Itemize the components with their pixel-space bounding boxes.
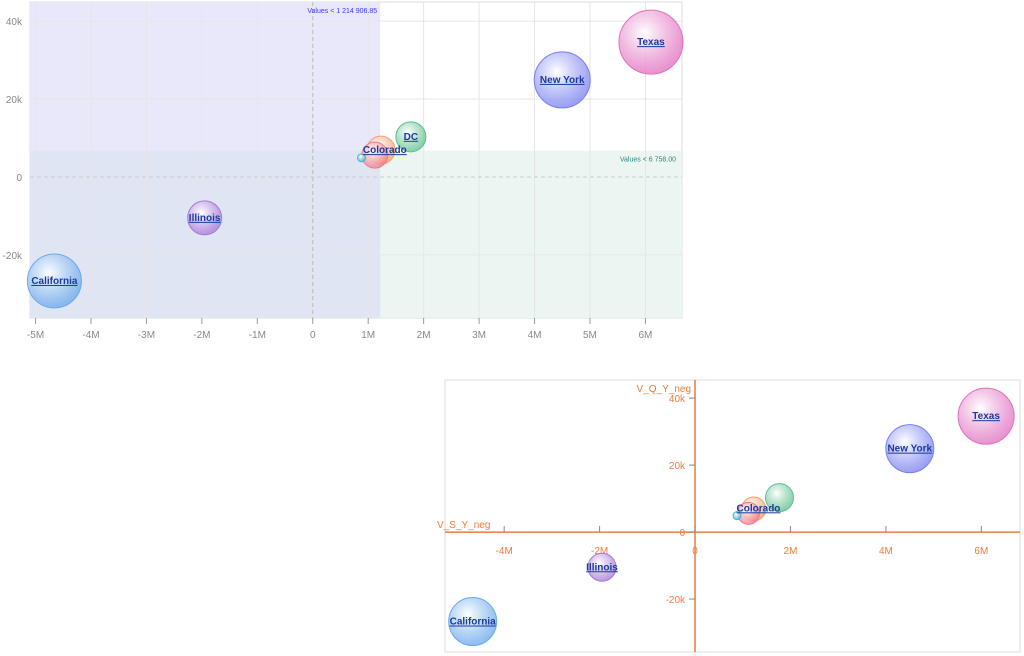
bubble-label-illinois[interactable]: Illinois bbox=[189, 213, 221, 224]
bubble-new-york[interactable] bbox=[885, 424, 935, 474]
band-y-label: Values < 6 758.00 bbox=[620, 157, 676, 164]
bubble-label-dc[interactable]: DC bbox=[404, 132, 418, 143]
bubble-california[interactable] bbox=[448, 597, 498, 647]
bubble-dc[interactable] bbox=[765, 483, 795, 513]
bubble-texas[interactable] bbox=[957, 387, 1015, 445]
x-tick-label: 1M bbox=[361, 330, 375, 341]
x-tick-label: -4M bbox=[82, 330, 99, 341]
bubble-label-new-york[interactable]: New York bbox=[887, 444, 932, 455]
bubble-label-colorado2[interactable]: Colorado bbox=[363, 145, 407, 156]
y-tick-label: 0 bbox=[16, 173, 22, 184]
bubble-texas[interactable] bbox=[618, 9, 684, 75]
chart-1: -5M -4M -3M -2M -1M 0 1M 2M 3M 4M 5M 6M 40k 20k 0 -20k V… bbox=[3, 1, 684, 341]
x-tick-label: -2M bbox=[193, 330, 210, 341]
bubble-illinois[interactable] bbox=[187, 200, 223, 236]
x-tick-label: 3M bbox=[472, 330, 486, 341]
x-tick-label: -5M bbox=[27, 330, 44, 341]
bubble-california[interactable] bbox=[26, 253, 82, 309]
x-tick-label: 2M bbox=[784, 546, 798, 557]
bubble-new-york[interactable] bbox=[533, 51, 591, 109]
bubble-dc[interactable] bbox=[395, 121, 427, 153]
x-tick-label: -2M bbox=[591, 546, 608, 557]
y-tick-label: 20k bbox=[669, 461, 686, 472]
x-tick-label: 6M bbox=[638, 330, 652, 341]
y-tick-label: 20k bbox=[6, 95, 23, 106]
y-tick-label: -20k bbox=[3, 251, 23, 262]
x-tick-label: 0 bbox=[310, 330, 316, 341]
y-tick-label: -20k bbox=[666, 595, 686, 606]
bubble-label-california[interactable]: California bbox=[31, 276, 78, 287]
x-tick-label: -1M bbox=[249, 330, 266, 341]
y-tick-label: 40k bbox=[6, 17, 23, 28]
x-tick-label: 5M bbox=[583, 330, 597, 341]
y-tick-label: 40k bbox=[669, 394, 686, 405]
bubble-small[interactable] bbox=[732, 511, 742, 521]
x-tick-label: 6M bbox=[974, 546, 988, 557]
bubble-small[interactable] bbox=[357, 153, 367, 163]
x-axis-title: V_S_Y_neg bbox=[437, 520, 490, 531]
x-tick-label: 4M bbox=[879, 546, 893, 557]
bubble-label-new-york[interactable]: New York bbox=[540, 75, 585, 86]
bubble-label-texas[interactable]: Texas bbox=[972, 411, 1000, 422]
x-tick-label: 2M bbox=[417, 330, 431, 341]
bubble-label-texas[interactable]: Texas bbox=[637, 37, 665, 48]
bubble-illinois[interactable] bbox=[587, 552, 617, 582]
x-tick-label: 0 bbox=[692, 546, 698, 557]
x-tick-label: -4M bbox=[496, 546, 513, 557]
chart-2: -4M -2M 0 2M 4M 6M 40k 20k 0 -20k V_S_Y_neg V_Q_Y_n… bbox=[437, 379, 1021, 653]
x-tick-label: 4M bbox=[528, 330, 542, 341]
y-tick-label: 0 bbox=[679, 528, 685, 539]
x-tick-label: -3M bbox=[138, 330, 155, 341]
plot-area bbox=[444, 379, 1021, 653]
band-x-label: Values < 1 214 906.85 bbox=[307, 8, 377, 15]
bubble-label-colorado2[interactable]: Colorado bbox=[737, 503, 781, 514]
y-axis-title: V_Q_Y_neg bbox=[637, 384, 692, 395]
bubble-label-illinois[interactable]: Illinois bbox=[586, 562, 618, 573]
bubble-label-california[interactable]: California bbox=[450, 617, 497, 628]
